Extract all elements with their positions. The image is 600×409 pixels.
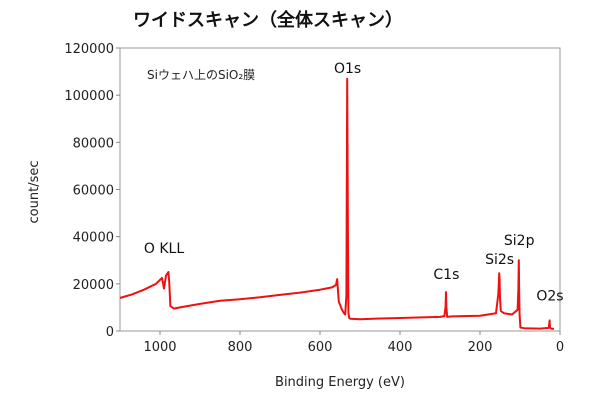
y-tick-label: 40000 bbox=[73, 231, 114, 246]
peak-label: C1s bbox=[433, 267, 459, 283]
y-tick-label: 120000 bbox=[64, 42, 114, 57]
y-axis-title: count/sec bbox=[27, 161, 42, 224]
x-tick-label: 600 bbox=[308, 340, 333, 355]
x-axis-title: Binding Energy (eV) bbox=[275, 375, 405, 390]
x-tick-label: 0 bbox=[556, 340, 564, 355]
peak-label: Si2s bbox=[485, 252, 514, 268]
y-tick-label: 0 bbox=[106, 325, 114, 340]
x-tick-label: 200 bbox=[468, 340, 493, 355]
x-axis-ticks: 1000 800 600 400 200 0 bbox=[143, 331, 564, 355]
spectrum-line bbox=[119, 77, 555, 330]
x-tick-label: 400 bbox=[388, 340, 413, 355]
y-axis-ticks: 0 20000 40000 60000 80000 100000 120000 bbox=[64, 42, 120, 340]
peak-label: O KLL bbox=[144, 241, 184, 257]
y-tick-label: 60000 bbox=[73, 184, 114, 199]
peak-label: O2s bbox=[536, 288, 563, 304]
peak-labels: O KLL O1s C1s Si2s Si2p O2s bbox=[144, 61, 564, 305]
plot-frame bbox=[119, 47, 561, 332]
y-tick-label: 20000 bbox=[73, 278, 114, 293]
series-layer bbox=[119, 77, 555, 330]
x-tick-label: 1000 bbox=[143, 340, 176, 355]
x-tick-label: 800 bbox=[228, 340, 253, 355]
peak-label: O1s bbox=[334, 61, 361, 77]
chart-title: ワイドスキャン（全体スキャン） bbox=[133, 9, 403, 31]
y-tick-label: 80000 bbox=[73, 136, 114, 151]
peak-label: Si2p bbox=[504, 233, 535, 249]
y-tick-label: 100000 bbox=[64, 89, 114, 104]
sample-annotation: Siウェハ上のSiO₂膜 bbox=[147, 68, 255, 82]
